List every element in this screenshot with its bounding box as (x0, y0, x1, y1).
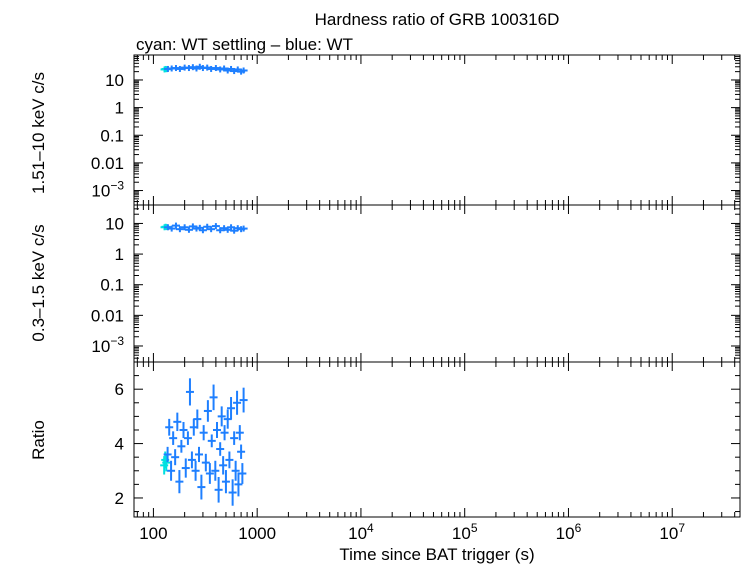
x-tick-label: 106 (556, 521, 582, 543)
x-axis-label: Time since BAT trigger (s) (339, 545, 534, 564)
x-tick-label: 104 (348, 521, 374, 543)
y-tick-label: 10 (105, 71, 124, 90)
y-tick-label: 1 (115, 245, 124, 264)
y-tick-label: 10−3 (91, 179, 124, 201)
y-tick-label: 6 (115, 380, 124, 399)
y-axis-label-ratio: Ratio (29, 420, 48, 460)
y-tick-label: 2 (115, 489, 124, 508)
y-tick-label: 10 (105, 214, 124, 233)
series-wt-hard (163, 63, 248, 75)
panel-soft: 10 1 0.1 0.01 10−3 0.3–1.5 keV c/s (29, 204, 741, 363)
panel-frame-hard (133, 54, 741, 206)
y-tick-label: 4 (115, 435, 124, 454)
series-wt-ratio (163, 378, 248, 506)
panel-hard: 10 1 0.1 0.01 10−3 1.51–10 keV c/s (29, 54, 741, 206)
y-axis-label-soft: 0.3–1.5 keV c/s (29, 224, 48, 341)
y-tick-label: 0.01 (91, 154, 124, 173)
y-tick-label: 10−3 (91, 334, 124, 356)
series-wt-soft (163, 222, 248, 234)
y-tick-label: 0.1 (100, 276, 124, 295)
panel-frame-ratio (133, 361, 741, 518)
chart-title: Hardness ratio of GRB 100316D (315, 10, 560, 29)
chart-subtitle: cyan: WT settling – blue: WT (136, 35, 353, 54)
x-tick-label: 107 (659, 521, 685, 543)
x-tick-label: 105 (452, 521, 478, 543)
panel-ratio: 2 4 6 Ratio (29, 361, 741, 518)
x-tick-label: 100 (139, 524, 167, 543)
y-tick-label: 0.01 (91, 306, 124, 325)
y-tick-label: 0.1 (100, 126, 124, 145)
y-axis-label-hard: 1.51–10 keV c/s (29, 72, 48, 194)
y-tick-label: 1 (115, 99, 124, 118)
x-tick-label: 1000 (238, 524, 276, 543)
